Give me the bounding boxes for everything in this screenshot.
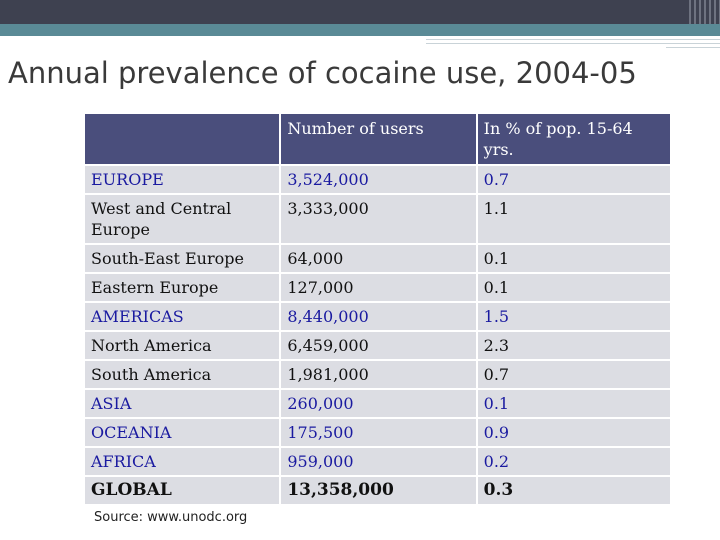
cell-users: 127,000 [281, 274, 476, 301]
table-header-row: Number of users In % of pop. 15-64 yrs. [85, 114, 670, 164]
table-row: West and Central Europe 3,333,000 1.1 [85, 195, 670, 243]
cell-users: 3,524,000 [281, 166, 476, 193]
cell-region: Eastern Europe [85, 274, 280, 301]
cell-users: 1,981,000 [281, 361, 476, 388]
cell-region: AMERICAS [85, 303, 280, 330]
cell-percent: 1.5 [477, 303, 670, 330]
table-row: South-East Europe 64,000 0.1 [85, 245, 670, 272]
cell-percent: 2.3 [477, 332, 670, 359]
cell-users: 8,440,000 [281, 303, 476, 330]
cell-region: OCEANIA [85, 419, 280, 446]
cell-region: GLOBAL [85, 477, 280, 504]
cell-users: 959,000 [281, 448, 476, 475]
cell-percent: 0.1 [477, 390, 670, 417]
top-accent-band [0, 24, 720, 36]
slide-title: Annual prevalence of cocaine use, 2004-0… [8, 56, 637, 90]
cell-percent: 0.1 [477, 245, 670, 272]
cell-users: 6,459,000 [281, 332, 476, 359]
cell-region: ASIA [85, 390, 280, 417]
cell-region: West and Central Europe [85, 195, 280, 243]
cell-percent: 0.3 [477, 477, 670, 504]
table-row: North America 6,459,000 2.3 [85, 332, 670, 359]
cell-percent: 0.7 [477, 361, 670, 388]
cell-users: 260,000 [281, 390, 476, 417]
cell-users: 175,500 [281, 419, 476, 446]
header-cell-percent: In % of pop. 15-64 yrs. [477, 114, 670, 164]
header-cell-region [85, 114, 280, 164]
cell-percent: 0.2 [477, 448, 670, 475]
header-cell-users: Number of users [281, 114, 476, 164]
top-banner-stripes [686, 0, 720, 24]
decorative-lines [426, 36, 720, 50]
cell-region: South America [85, 361, 280, 388]
prevalence-table: Number of users In % of pop. 15-64 yrs. … [83, 112, 672, 506]
table-row: AFRICA 959,000 0.2 [85, 448, 670, 475]
table-row: South America 1,981,000 0.7 [85, 361, 670, 388]
cell-percent: 0.7 [477, 166, 670, 193]
cell-region: North America [85, 332, 280, 359]
cell-region: EUROPE [85, 166, 280, 193]
cell-users: 3,333,000 [281, 195, 476, 243]
table-row: EUROPE 3,524,000 0.7 [85, 166, 670, 193]
cell-percent: 1.1 [477, 195, 670, 243]
top-banner [0, 0, 720, 24]
cell-users: 13,358,000 [281, 477, 476, 504]
cell-region: AFRICA [85, 448, 280, 475]
cell-users: 64,000 [281, 245, 476, 272]
cell-percent: 0.9 [477, 419, 670, 446]
table-row: ASIA 260,000 0.1 [85, 390, 670, 417]
cell-percent: 0.1 [477, 274, 670, 301]
source-note: Source: www.unodc.org [94, 510, 248, 525]
table-row: GLOBAL 13,358,000 0.3 [85, 477, 670, 504]
cell-region: South-East Europe [85, 245, 280, 272]
table-row: AMERICAS 8,440,000 1.5 [85, 303, 670, 330]
table-row: OCEANIA 175,500 0.9 [85, 419, 670, 446]
table-row: Eastern Europe 127,000 0.1 [85, 274, 670, 301]
